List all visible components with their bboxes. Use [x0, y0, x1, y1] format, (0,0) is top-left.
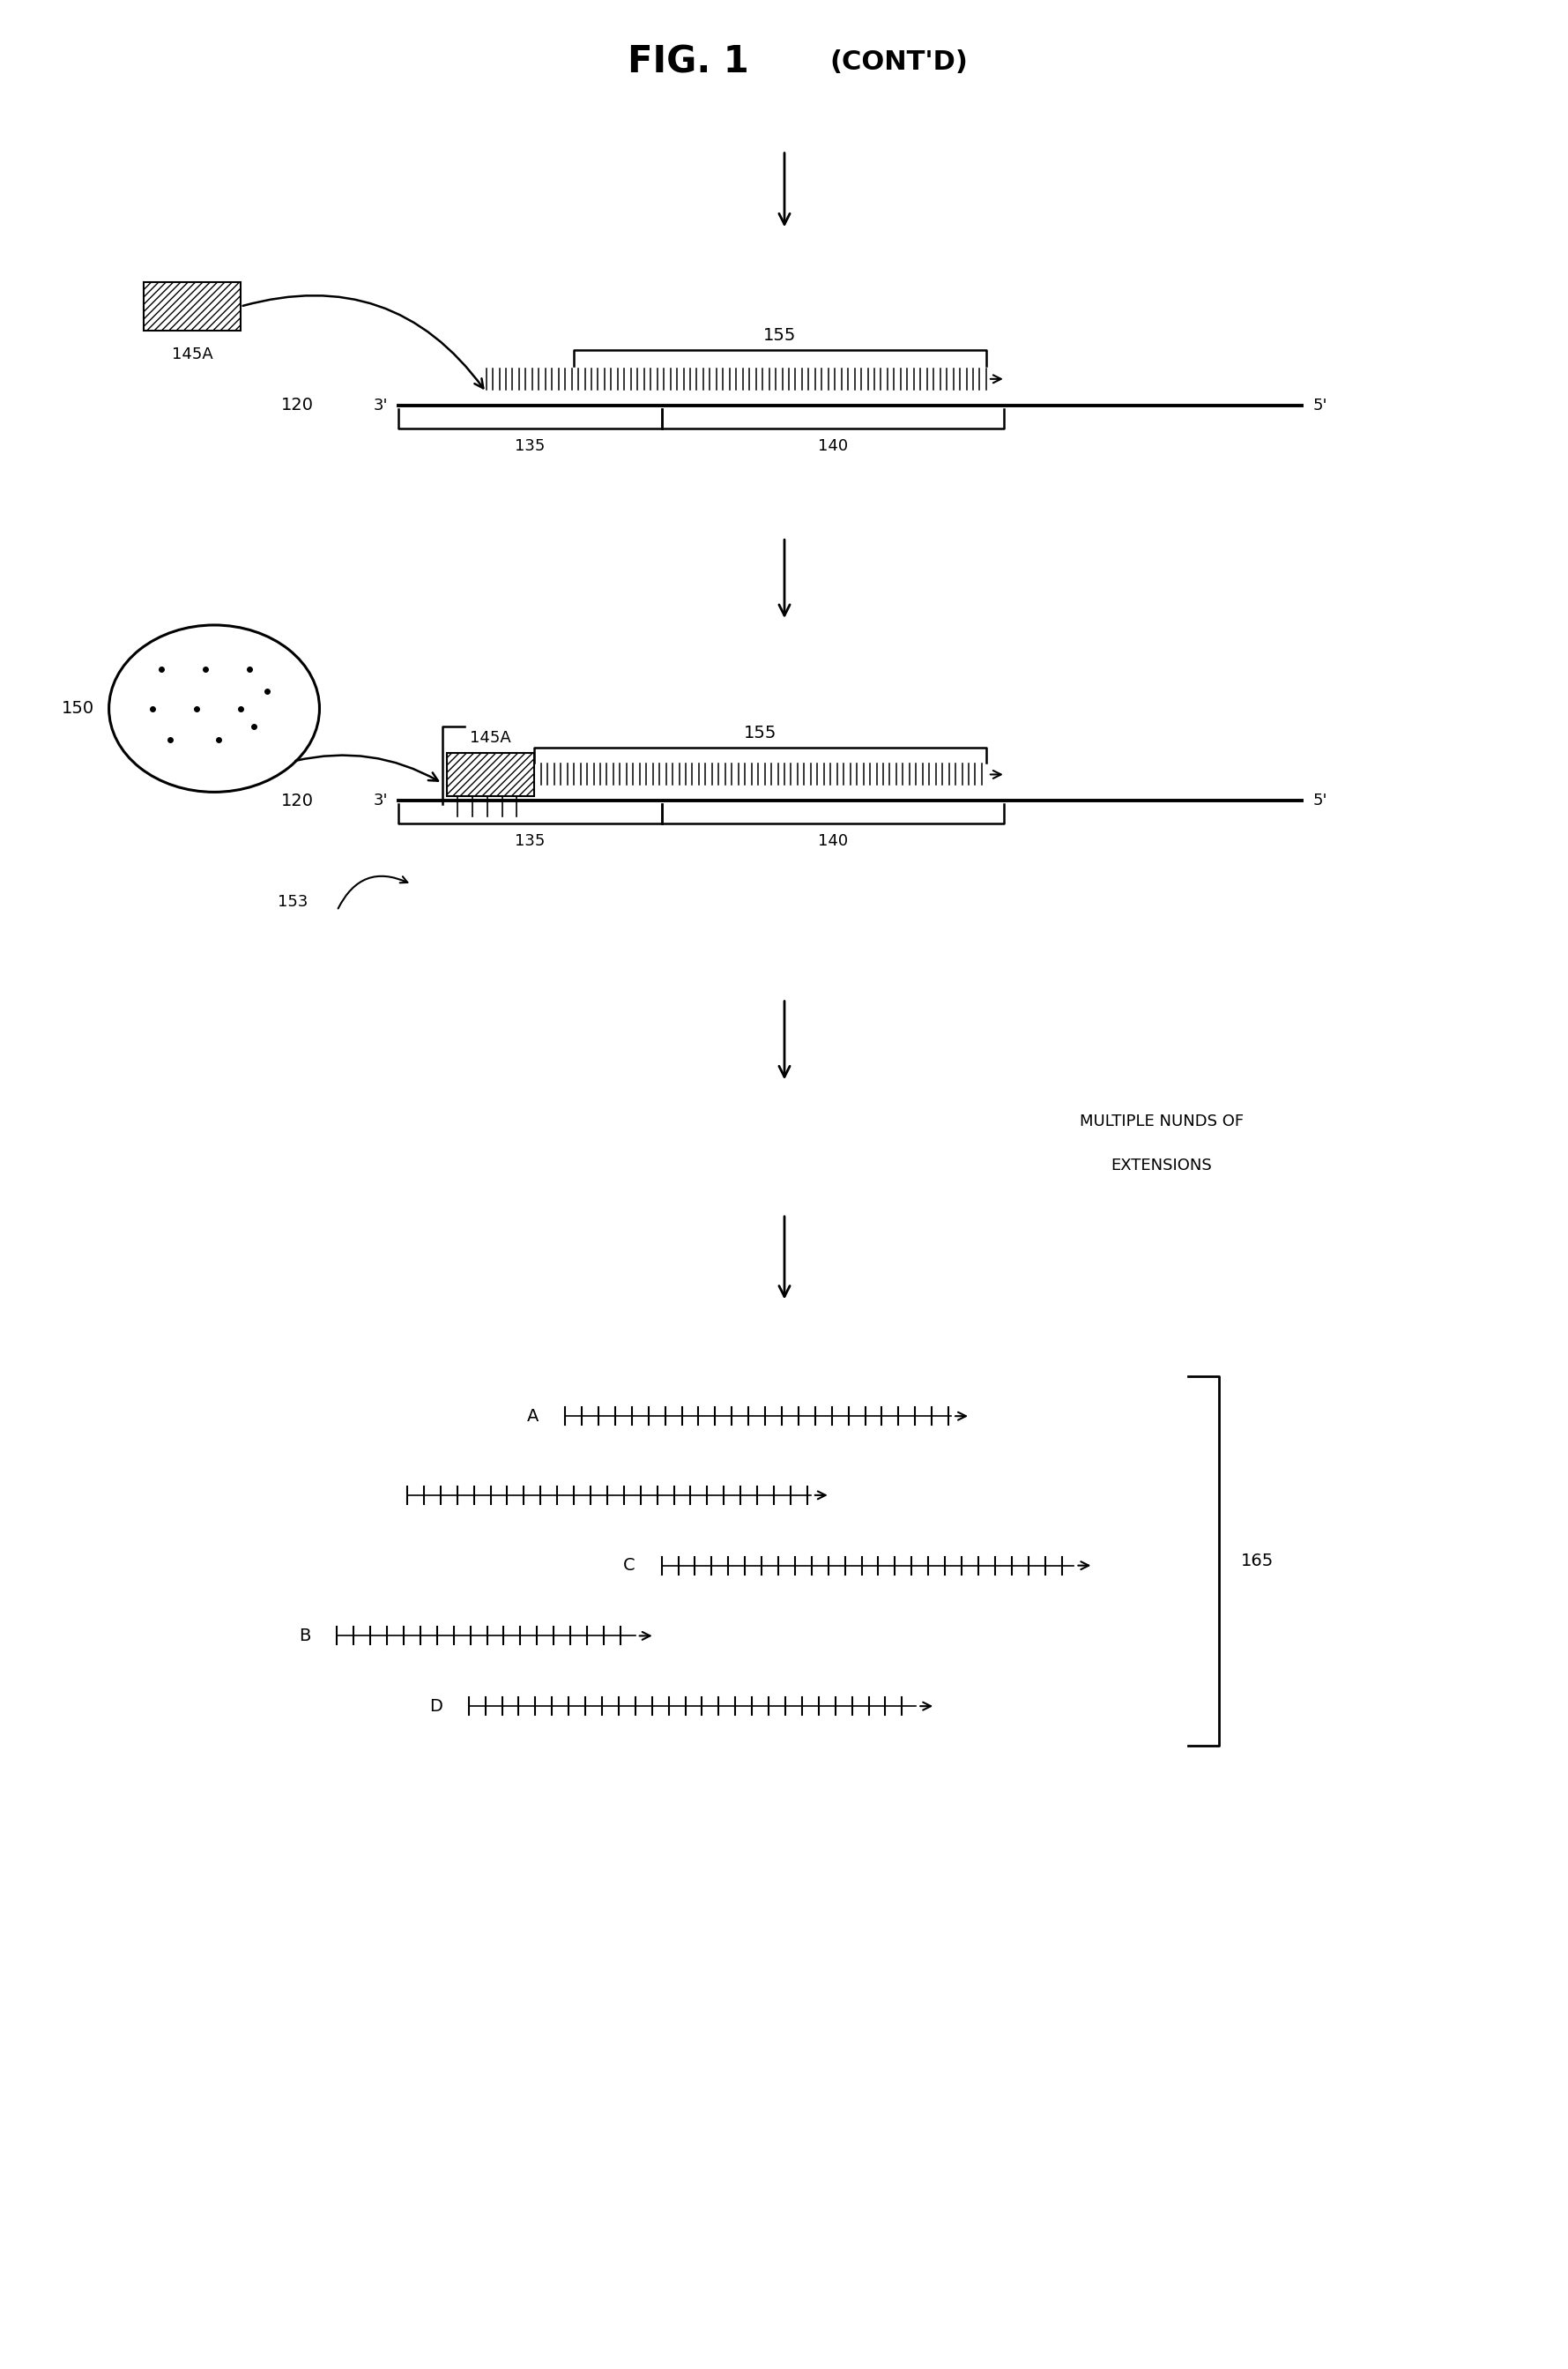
- Text: 145A: 145A: [171, 346, 213, 362]
- Text: 140: 140: [817, 834, 848, 848]
- Text: 3': 3': [373, 398, 387, 412]
- Text: 155: 155: [743, 725, 776, 741]
- Text: 135: 135: [514, 834, 546, 848]
- Text: 120: 120: [281, 794, 314, 810]
- Text: 145A: 145A: [470, 730, 511, 746]
- Bar: [447, 753, 535, 796]
- Text: FIG. 1: FIG. 1: [627, 45, 748, 81]
- Text: B: B: [299, 1628, 310, 1644]
- Bar: [144, 282, 240, 332]
- Text: 5': 5': [1312, 794, 1327, 808]
- Text: 120: 120: [281, 398, 314, 415]
- Text: 3': 3': [373, 794, 387, 808]
- Text: D: D: [430, 1699, 442, 1715]
- Text: 140: 140: [817, 438, 848, 455]
- Text: 165: 165: [1240, 1552, 1273, 1571]
- Text: 153: 153: [278, 893, 309, 910]
- Text: C: C: [624, 1556, 635, 1573]
- Ellipse shape: [108, 625, 320, 791]
- Text: 135: 135: [514, 438, 546, 455]
- Text: MULTIPLE NUNDS OF: MULTIPLE NUNDS OF: [1080, 1113, 1243, 1130]
- Text: 5': 5': [1312, 398, 1327, 412]
- Text: (CONT'D): (CONT'D): [829, 50, 967, 76]
- Text: 155: 155: [764, 327, 797, 344]
- Text: EXTENSIONS: EXTENSIONS: [1112, 1158, 1212, 1173]
- Text: 150: 150: [61, 701, 94, 718]
- Text: A: A: [527, 1407, 539, 1424]
